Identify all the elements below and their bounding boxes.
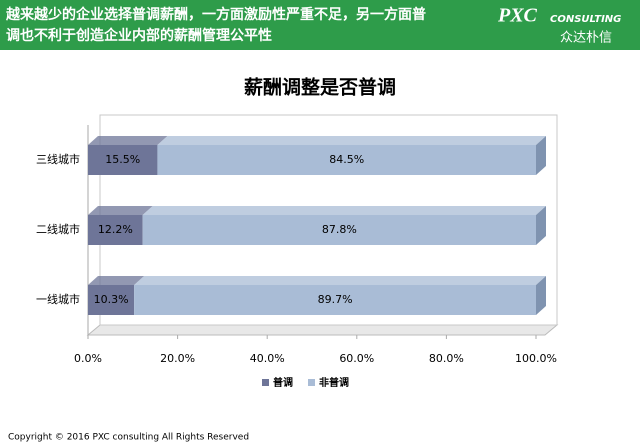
bar-top xyxy=(134,276,547,285)
bar xyxy=(88,215,143,245)
x-tick-label: 20.0% xyxy=(160,352,195,365)
bar xyxy=(142,215,536,245)
bar-top xyxy=(142,206,546,215)
x-tick-label: 0.0% xyxy=(74,352,102,365)
legend-label: 普调 xyxy=(273,376,293,389)
footer: Copyright © 2016 PXC consulting All Righ… xyxy=(8,433,249,443)
bar xyxy=(88,285,135,315)
value-label: 89.7% xyxy=(318,293,353,306)
header-bar xyxy=(0,0,640,50)
legend-swatch xyxy=(262,379,269,386)
bar xyxy=(157,145,536,175)
legend-swatch xyxy=(308,379,315,386)
bar xyxy=(134,285,537,315)
plot-floor xyxy=(86,324,559,336)
bar-top xyxy=(88,276,145,285)
bar-top xyxy=(88,136,168,145)
value-label: 87.8% xyxy=(322,223,357,236)
x-tick-label: 60.0% xyxy=(339,352,374,365)
x-tick-label: 100.0% xyxy=(515,352,557,365)
bar-end xyxy=(536,206,546,245)
logo-sub: CONSULTING xyxy=(550,14,621,25)
x-tick-label: 80.0% xyxy=(429,352,464,365)
value-label: 10.3% xyxy=(94,293,129,306)
y-tick-label: 二线城市 xyxy=(36,222,80,236)
header-line: 越来越少的企业选择普调薪酬，一方面激励性严重不足，另一方面普 xyxy=(5,6,426,23)
chart-title: 薪酬调整是否普调 xyxy=(244,76,396,99)
logo-cn: 众达朴信 xyxy=(560,31,612,46)
value-label: 15.5% xyxy=(105,153,140,166)
bar-top xyxy=(88,206,153,215)
header-line: 调也不利于创造企业内部的薪酬管理公平性 xyxy=(6,27,272,44)
value-label: 84.5% xyxy=(329,153,364,166)
bar-end xyxy=(536,136,546,175)
y-tick-label: 一线城市 xyxy=(36,292,80,306)
bar-top xyxy=(157,136,546,145)
y-tick-label: 三线城市 xyxy=(36,152,80,166)
logo-brand: PXC xyxy=(497,5,538,27)
x-tick-label: 40.0% xyxy=(250,352,285,365)
value-label: 12.2% xyxy=(98,223,133,236)
legend-label: 非普调 xyxy=(319,376,349,389)
bar-end xyxy=(536,276,546,315)
bar xyxy=(88,145,158,175)
